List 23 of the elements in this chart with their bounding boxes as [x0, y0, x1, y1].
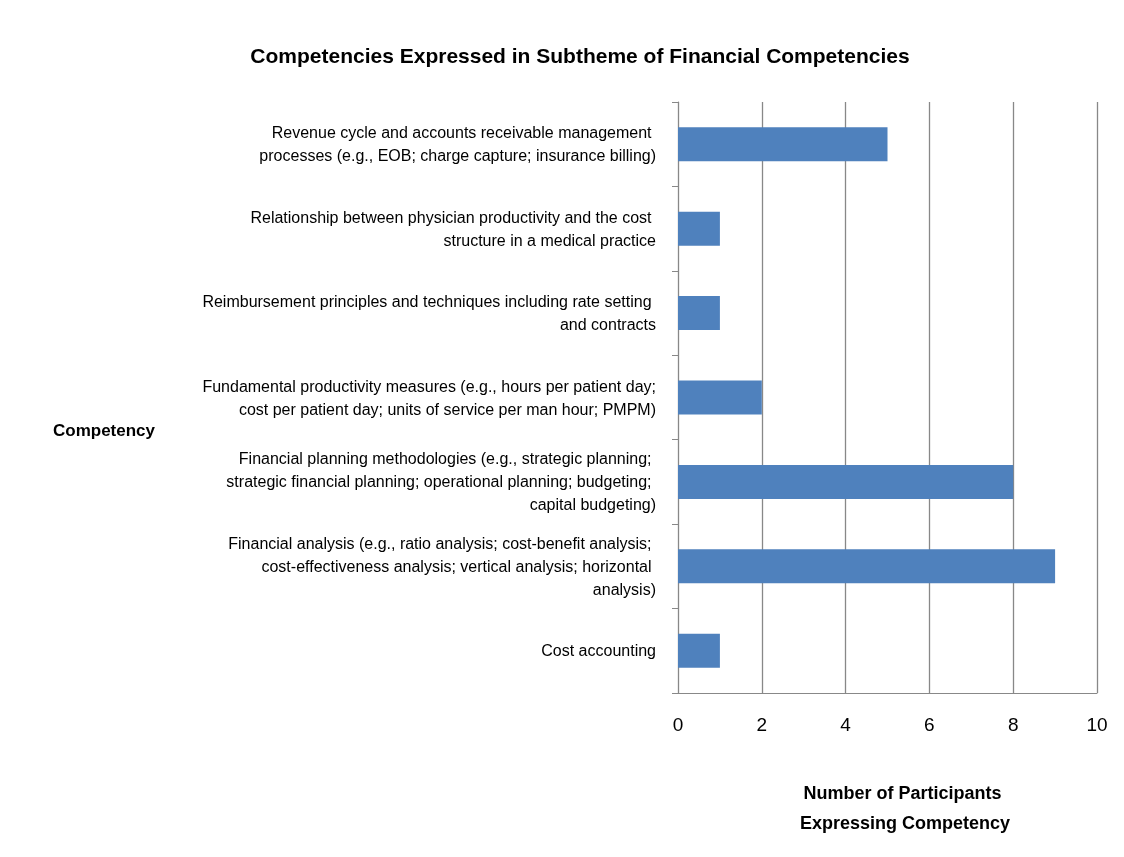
bar [678, 296, 720, 331]
x-tick-label: 4 [840, 714, 852, 735]
chart-title: Competencies Expressed in Subtheme of Financial Competencies [250, 44, 910, 67]
y-tick-label: Revenue cycle and accounts receivable management processes (e.g., EOB; charge capture; insurance billing) [259, 124, 656, 165]
x-tick-label: 0 [672, 714, 684, 735]
y-tick-label: Financial planning methodologies (e.g., strategic planning; strategic financial planning; operational planning; budgeting; capital budgeting) [226, 450, 656, 514]
x-tick-label: 6 [924, 714, 935, 735]
y-axis-title: Competency [53, 421, 156, 440]
y-tick-label: Reimbursement principles and techniques including rate setting and contracts [202, 293, 656, 334]
bar [678, 549, 1056, 584]
y-tick-label: Cost accounting [541, 642, 656, 660]
x-tick-label: 10 [1086, 714, 1108, 735]
x-tick-label: 8 [1007, 714, 1019, 735]
bar [678, 633, 720, 668]
y-tick-label: Financial analysis (e.g., ratio analysis; cost-benefit analysis; cost-effectiveness analysis; vertical analysis; horizontal analysis) [228, 534, 656, 598]
x-tick-label: 2 [756, 714, 768, 735]
bar [678, 464, 1014, 499]
y-tick-label: Relationship between physician productivity and the cost structure in a medical practice [250, 208, 657, 249]
bar [678, 127, 888, 162]
bar [678, 380, 762, 415]
x-axis-title: Number of Participants Expressing Competency [799, 783, 1011, 833]
bar [678, 211, 720, 246]
y-tick-label: Fundamental productivity measures (e.g., hours per patient day; cost per patient day; units of service per man hour; PMPM) [202, 377, 656, 418]
